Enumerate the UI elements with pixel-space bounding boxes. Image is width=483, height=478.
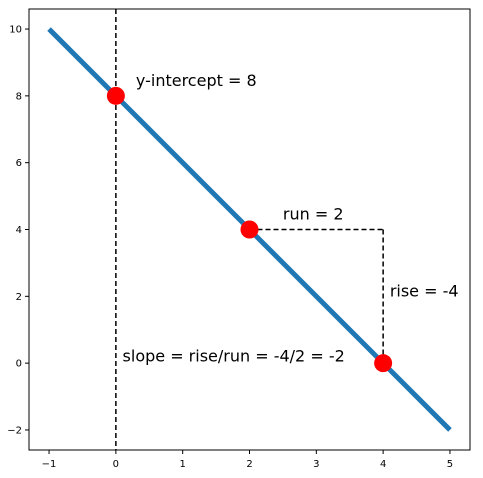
annotation-label: run = 2 [283,204,344,223]
data-point [240,220,259,239]
x-tick-label: 0 [113,459,119,470]
dashed-guides [115,9,384,450]
y-tick-label: 10 [9,25,22,36]
x-tick-label: −1 [42,459,57,470]
y-tick-label: 0 [16,359,22,370]
y-tick-label: −2 [7,425,22,436]
y-tick-label: 4 [16,225,22,236]
annotation-label: slope = rise/run = -4/2 = -2 [123,346,345,365]
x-tick-label: 4 [380,459,386,470]
x-tick-label: 2 [246,459,252,470]
x-tick-label: 3 [313,459,319,470]
y-tick-label: 6 [16,158,22,169]
x-tick-label: 1 [179,459,185,470]
y-tick-label: 2 [16,292,22,303]
data-point [106,86,125,105]
data-points [106,86,393,373]
annotation-label: y-intercept = 8 [136,71,257,90]
annotation-label: rise = -4 [390,281,459,300]
x-tick-label: 5 [447,459,453,470]
y-tick-label: 8 [16,91,22,102]
annotations: y-intercept = 8 run = 2 rise = -4 slope = r… [123,71,459,366]
data-point [374,354,393,373]
plot-frame [28,8,471,451]
axis-ticks: −1 0 1 2 3 4 5 −2 0 2 4 6 8 10 [7,25,453,470]
